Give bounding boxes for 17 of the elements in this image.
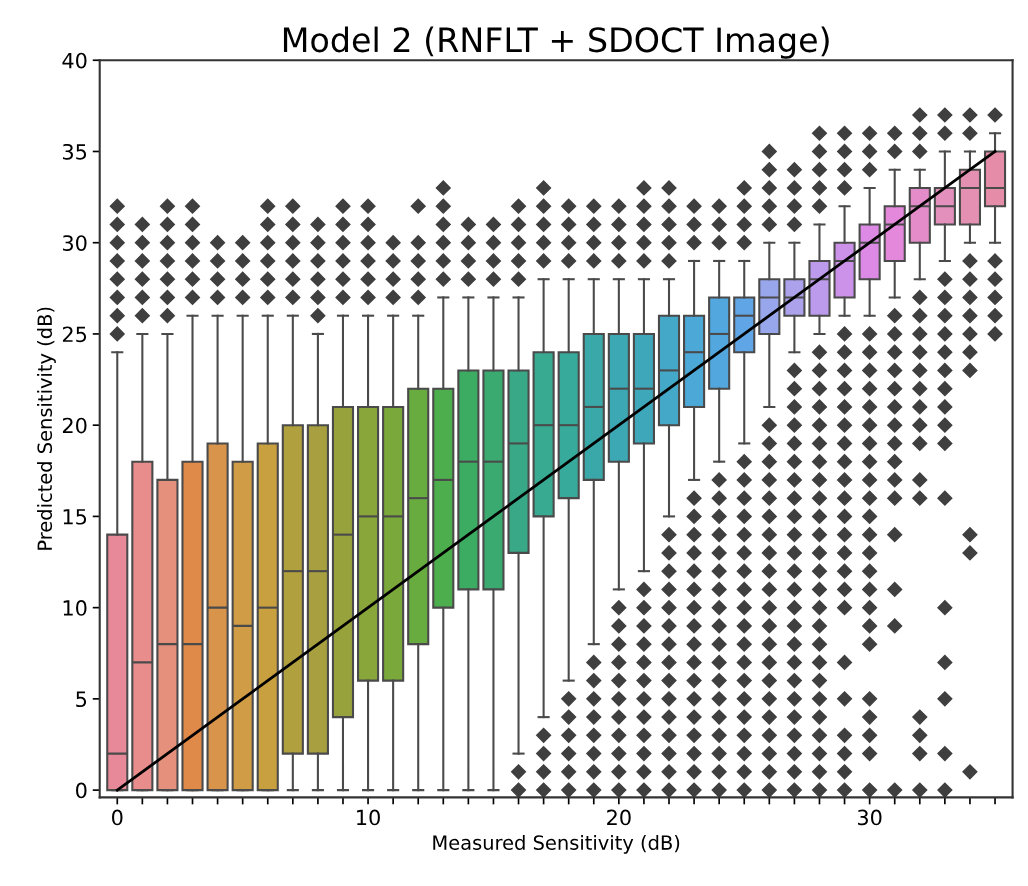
x-axis-title: Measured Sensitivity (dB) (433, 834, 680, 854)
y-tick-label: 40 (62, 52, 87, 69)
y-tick-label: 35 (62, 143, 87, 160)
chart-title: Model 2 (RNFLT + SDOCT Image) (283, 26, 829, 59)
y-tick-label: 10 (63, 600, 87, 616)
y-tick-label: 30 (62, 235, 87, 251)
y-axis-title: Predicted Sensitivity (dB) (37, 307, 56, 550)
y-tick-label: 20 (62, 417, 87, 434)
x-tick-label: 30 (857, 809, 882, 826)
y-tick-label: 5 (76, 691, 87, 708)
y-tick-label: 0 (76, 782, 87, 799)
y-tick-label: 25 (62, 326, 87, 343)
y-tick-label: 15 (63, 509, 87, 525)
x-tick-label: 0 (112, 809, 123, 826)
x-tick-label: 10 (357, 809, 380, 826)
line-series (115, 150, 997, 792)
x-tick-label: 20 (607, 809, 631, 826)
